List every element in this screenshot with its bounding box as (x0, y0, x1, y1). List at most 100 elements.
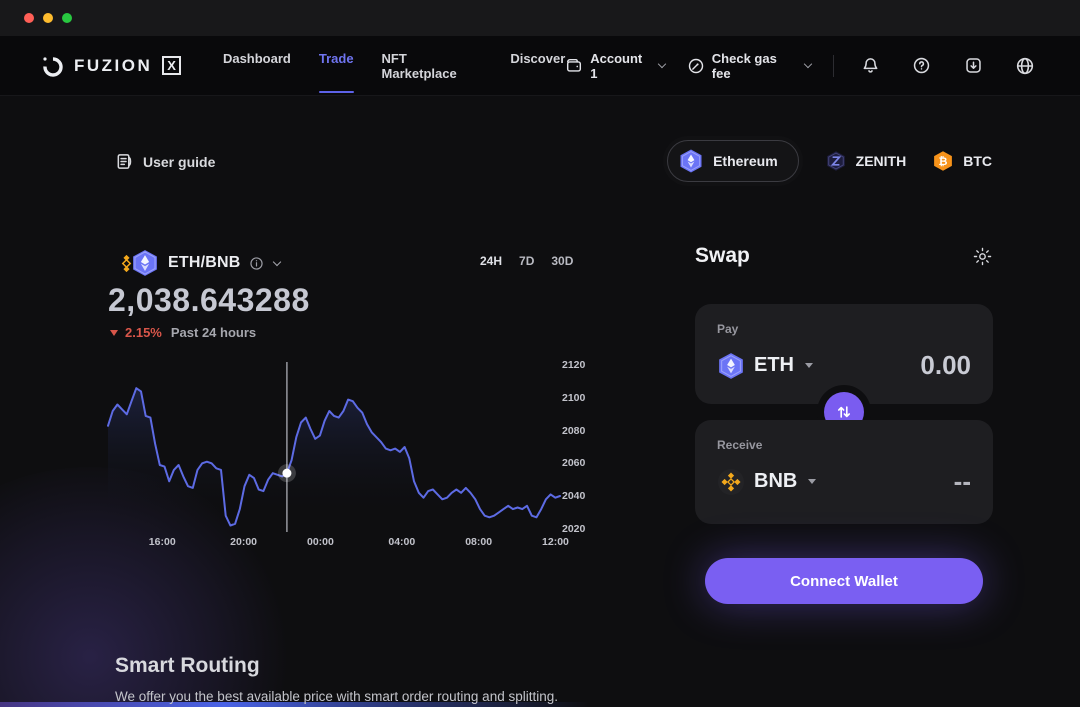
x-axis-tick: 08:00 (465, 536, 493, 548)
change-percent: 2.15% (125, 325, 162, 340)
chart-x-axis: 16:00 20:00 00:00 04:00 08:00 12:00 (108, 536, 569, 550)
chevron-down-icon (808, 479, 817, 484)
nav-item-trade[interactable]: Trade (318, 45, 354, 93)
smart-routing-section: Smart Routing We offer you the best avai… (115, 654, 558, 704)
pair-price: 2,038.643288 (108, 282, 310, 318)
swap-arrows-icon (836, 404, 852, 420)
titlebar (0, 0, 1080, 36)
gear-icon (972, 246, 993, 267)
chart-area-fill (108, 388, 560, 532)
receive-amount-field[interactable] (861, 466, 971, 497)
chart-line (107, 387, 561, 527)
pay-amount-input[interactable] (861, 350, 971, 381)
question-icon (912, 56, 931, 75)
pay-token-label: ETH (754, 354, 794, 376)
receive-token-row: BNB (717, 466, 971, 497)
smart-routing-text: We offer you the best available price wi… (115, 689, 558, 704)
window-controls (24, 13, 72, 23)
nav-item-nft-marketplace[interactable]: NFT Marketplace (381, 50, 457, 81)
minimize-button[interactable] (43, 13, 53, 23)
network-label: Ethereum (713, 153, 778, 169)
range-30d-button[interactable]: 30D (551, 254, 574, 268)
brand-name: FUZION (74, 55, 153, 75)
account-label: Account 1 (590, 50, 643, 81)
receive-token-label: BNB (754, 470, 798, 492)
smart-routing-heading: Smart Routing (115, 654, 260, 677)
brand-suffix: X (162, 56, 181, 75)
y-axis-tick: 2100 (562, 391, 586, 404)
range-7d-button[interactable]: 7D (519, 254, 535, 268)
language-button[interactable] (1010, 51, 1040, 81)
receive-token-selector[interactable]: BNB (717, 468, 817, 496)
gauge-icon (687, 57, 705, 75)
network-pill-btc[interactable]: ₿ BTC (932, 150, 992, 172)
user-guide-link[interactable]: User guide (115, 152, 215, 171)
download-icon (964, 56, 983, 75)
y-axis-tick: 2040 (562, 490, 586, 503)
main-nav: Dashboard Trade NFT Marketplace Discover (222, 45, 566, 93)
swap-title: Swap (695, 244, 750, 267)
pair-token-icons (118, 248, 162, 278)
x-axis-tick: 20:00 (230, 536, 258, 548)
time-range-switch: 24H 7D 30D (480, 254, 573, 268)
y-axis-tick: 2060 (562, 457, 586, 470)
navbar: FUZION X Dashboard Trade NFT Marketplace… (0, 36, 1080, 96)
receive-label: Receive (717, 438, 763, 452)
swap-settings-button[interactable] (972, 246, 993, 267)
price-chart[interactable] (107, 362, 561, 532)
close-button[interactable] (24, 13, 34, 23)
divider (832, 54, 834, 77)
y-axis-tick: 2020 (562, 522, 586, 535)
down-triangle-icon (110, 329, 118, 336)
nav-item-dashboard[interactable]: Dashboard (222, 50, 291, 66)
chevron-down-icon (272, 257, 281, 266)
pay-label: Pay (717, 322, 739, 336)
nav-item-discover[interactable]: Discover (510, 50, 566, 66)
bottom-glow-strip (0, 702, 590, 707)
document-icon (115, 152, 134, 171)
network-selector: Ethereum ZENITH ₿ BTC (667, 140, 992, 182)
svg-text:₿: ₿ (939, 156, 948, 168)
x-axis-tick: 04:00 (388, 536, 416, 548)
pay-token-row: ETH (717, 350, 971, 381)
maximize-button[interactable] (62, 13, 72, 23)
account-menu[interactable]: Account 1 (565, 50, 667, 81)
network-label: ZENITH (855, 153, 907, 169)
notifications-button[interactable] (856, 51, 886, 81)
gas-fee-label: Check gas fee (711, 50, 777, 81)
help-button[interactable] (907, 51, 937, 81)
bnb-icon (121, 255, 132, 272)
connect-wallet-button[interactable]: Connect Wallet (705, 558, 983, 604)
pay-token-selector[interactable]: ETH (717, 352, 813, 380)
info-icon[interactable] (249, 256, 264, 271)
bell-icon (861, 56, 880, 75)
network-pill-zenith[interactable]: ZENITH (825, 150, 907, 172)
chevron-down-icon (805, 363, 813, 368)
pair-selector[interactable]: ETH/BNB (118, 248, 281, 278)
change-period: Past 24 hours (170, 325, 257, 340)
btc-icon: ₿ (934, 151, 953, 171)
price-chart-svg (107, 362, 561, 532)
install-button[interactable] (959, 51, 989, 81)
range-24h-button[interactable]: 24H (480, 254, 503, 268)
y-axis-tick: 2080 (562, 424, 586, 437)
ethereum-icon (719, 352, 743, 379)
y-axis-tick: 2120 (562, 359, 586, 372)
chevron-down-icon (803, 59, 812, 69)
brand-logo[interactable]: FUZION X (40, 53, 181, 79)
swap-panel: Swap Pay (695, 240, 993, 604)
swirl-logo-icon (40, 53, 66, 79)
network-pill-ethereum[interactable]: Ethereum (667, 140, 799, 182)
zenith-icon (826, 151, 845, 171)
network-label: BTC (963, 153, 992, 169)
gas-fee-menu[interactable]: Check gas fee (687, 50, 812, 81)
change-indicator: 2.15% Past 24 hours (110, 325, 256, 340)
x-axis-tick: 00:00 (307, 536, 334, 548)
bnb-icon (718, 468, 744, 495)
pair-label: ETH/BNB (168, 254, 241, 271)
main-content: User guide Ethereum ZENITH (0, 96, 1080, 707)
user-guide-label: User guide (143, 153, 216, 170)
chart-y-axis: 2120 2100 2080 2060 2040 2020 (562, 359, 602, 535)
swap-header: Swap (695, 240, 993, 272)
